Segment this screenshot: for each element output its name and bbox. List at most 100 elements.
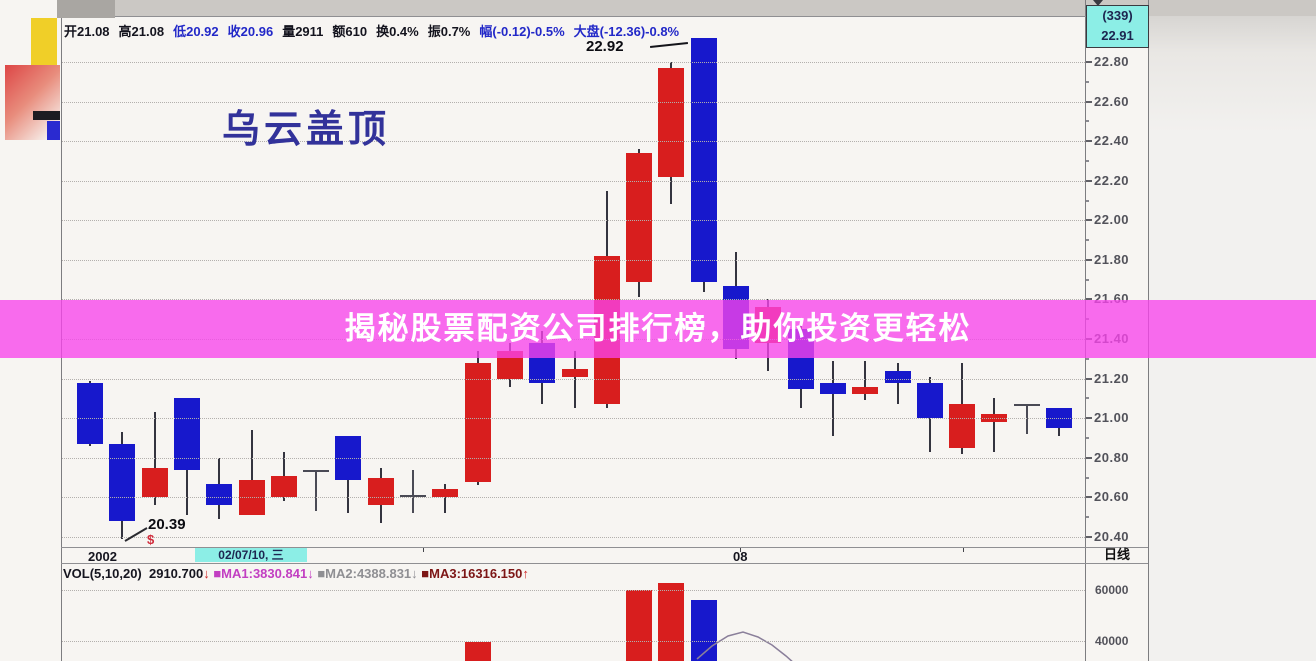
volume-bar xyxy=(464,641,491,661)
price-axis-minor-tick xyxy=(1086,159,1089,162)
price-axis-minor-tick xyxy=(1086,397,1089,400)
price-axis-tick xyxy=(1086,61,1092,63)
volume-bar xyxy=(658,582,685,661)
candle-wick xyxy=(412,469,414,514)
price-axis-label: 21.20 xyxy=(1094,370,1130,386)
price-gridline xyxy=(61,62,1085,63)
ad-banner[interactable]: 揭秘股票配资公司排行榜，助你投资更轻松 xyxy=(0,300,1316,358)
price-axis-minor-tick xyxy=(1086,437,1089,439)
volume-gridline xyxy=(61,590,1085,591)
volume-ma-segment: ■MA1:3830.841 xyxy=(213,566,308,581)
candle xyxy=(658,67,685,177)
price-axis-minor-tick xyxy=(1086,357,1089,360)
price-gridline xyxy=(61,378,1085,380)
title-strip xyxy=(57,0,1316,16)
volume-bar xyxy=(626,590,653,661)
price-gridline xyxy=(61,457,1085,459)
watermark-black-bar xyxy=(33,111,60,120)
price-axis-minor-tick xyxy=(1086,80,1089,83)
candle xyxy=(367,477,394,506)
candle xyxy=(464,362,491,482)
watermark-yellow-block xyxy=(31,18,57,65)
price-axis-minor-tick xyxy=(1086,476,1089,479)
candlestick-chart[interactable]: 22.8022.6022.4022.2022.0021.8021.6021.40… xyxy=(0,0,1148,661)
price-gridline xyxy=(61,101,1085,103)
candle xyxy=(270,475,297,498)
low-annotation-line xyxy=(124,527,148,542)
date-row-top-border xyxy=(61,547,1148,548)
period-selector[interactable]: 日线 xyxy=(1103,547,1130,562)
ohlc-segment: 收20.96 xyxy=(227,24,274,39)
watermark-blue-block xyxy=(47,121,60,140)
low-marker-icon: $ xyxy=(147,532,155,547)
ohlc-info-bar: 开21.08 高21.08 低20.92 收20.96 量2911 额610 换0.4% 振0… xyxy=(64,21,679,40)
volume-ma-segment: ↓ xyxy=(307,566,318,581)
candle xyxy=(141,467,168,498)
candle xyxy=(884,370,911,383)
ad-banner-text: 揭秘股票配资公司排行榜，助你投资更轻松 xyxy=(344,311,972,346)
price-axis-label: 22.00 xyxy=(1094,212,1130,228)
candle-wick xyxy=(831,360,834,437)
candle xyxy=(206,483,233,506)
volume-axis-label: 40000 xyxy=(1095,634,1129,648)
price-axis-tick xyxy=(1086,535,1092,538)
volume-axis-label: 60000 xyxy=(1095,583,1129,597)
price-gridline xyxy=(61,180,1085,182)
volume-pane[interactable] xyxy=(0,563,1148,661)
candle xyxy=(819,382,846,395)
candle xyxy=(303,469,330,472)
date-axis-tick xyxy=(963,548,964,552)
price-axis-tick xyxy=(1086,179,1092,182)
price-axis-tick xyxy=(1086,298,1092,301)
candle-wick xyxy=(993,398,996,452)
candle xyxy=(949,404,976,448)
price-axis-tick xyxy=(1086,417,1092,420)
last-price: 22.91 xyxy=(1101,28,1134,43)
x-axis-year: 2002 xyxy=(88,549,117,564)
ohlc-segment: 开21.08 xyxy=(64,24,110,39)
candle xyxy=(173,398,200,470)
price-axis-tick xyxy=(1086,140,1092,143)
price-axis-label: 22.40 xyxy=(1094,133,1130,149)
price-axis-tick xyxy=(1086,100,1092,103)
candle xyxy=(432,489,459,498)
volume-ma-segment: ■MA2:4388.831 xyxy=(317,566,412,581)
candle xyxy=(561,368,588,377)
price-axis-label: 20.60 xyxy=(1094,489,1130,505)
price-axis-tick xyxy=(1086,496,1092,499)
price-axis-minor-tick xyxy=(1086,516,1089,519)
price-axis-minor-tick xyxy=(1086,199,1089,202)
peak-price-annotation: 22.92 xyxy=(586,38,624,55)
ohlc-segment: 振0.7% xyxy=(427,24,471,39)
candle-wick xyxy=(315,469,318,512)
price-axis-label: 22.20 xyxy=(1094,172,1130,188)
pattern-annotation: 乌云盖顶 xyxy=(222,109,391,151)
price-axis-label: 22.80 xyxy=(1094,54,1130,69)
ohlc-segment: 额610 xyxy=(332,24,368,39)
candle-wick xyxy=(864,360,867,401)
volume-ma-segment: ↓ xyxy=(203,566,214,581)
low-price-annotation: 20.39 xyxy=(148,516,186,533)
volume-ma-segment: ↓ xyxy=(411,566,422,581)
candle xyxy=(1046,408,1072,429)
price-gridline xyxy=(61,536,1085,538)
volume-ma-segment: VOL(5,10,20) 2910.700 xyxy=(63,566,204,581)
price-gridline xyxy=(61,299,1085,301)
ohlc-segment: 大盘(-12.36)-0.8% xyxy=(573,24,680,39)
candle xyxy=(335,436,362,480)
volume-gridline xyxy=(61,641,1085,642)
date-axis-tick xyxy=(423,548,424,552)
current-date-box: 02/07/10, 三 xyxy=(195,548,307,562)
candle xyxy=(690,38,717,282)
price-axis-tick xyxy=(1086,219,1092,222)
candle xyxy=(77,382,103,444)
plot-top-border xyxy=(57,16,1148,17)
candle xyxy=(400,495,426,498)
ohlc-segment: 高21.08 xyxy=(118,24,165,39)
volume-ma-segment: ■MA3:16316.150 xyxy=(421,566,523,581)
price-axis-label: 20.80 xyxy=(1094,449,1130,465)
volume-ma-segment: ↑ xyxy=(522,566,529,581)
volume-ma-curve xyxy=(696,631,793,661)
price-axis-label: 21.80 xyxy=(1094,251,1130,267)
price-axis-label: 21.00 xyxy=(1094,410,1130,426)
